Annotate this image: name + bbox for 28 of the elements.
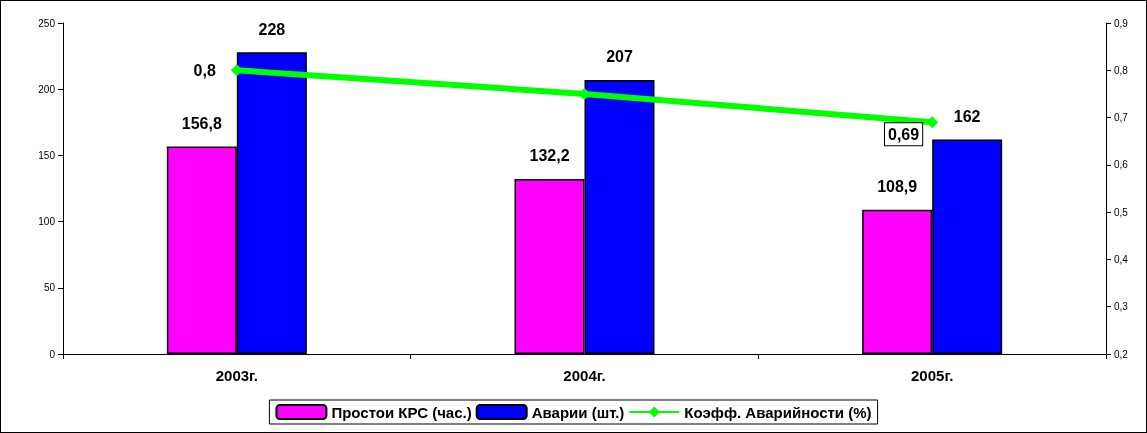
y2-tick-label: 0,9 xyxy=(1114,17,1129,29)
data-label: 207 xyxy=(606,48,633,66)
y-tick-label: 0 xyxy=(49,348,56,360)
y2-tick-label: 0,3 xyxy=(1114,301,1129,313)
data-label: 0,8 xyxy=(193,61,216,79)
y2-tick-label: 0,6 xyxy=(1114,159,1129,171)
data-label: 132,2 xyxy=(529,147,570,165)
data-label: 108,9 xyxy=(877,178,918,196)
data-label: 0,69 xyxy=(888,125,920,143)
legend-label: Простои КРС (час.) xyxy=(331,403,472,421)
y2-tick-label: 0,4 xyxy=(1114,253,1129,265)
y2-tick-label: 0,8 xyxy=(1114,64,1129,76)
legend-label: Аварии (шт.) xyxy=(531,403,625,421)
y2-tick-label: 0,7 xyxy=(1114,112,1129,124)
data-label: 156,8 xyxy=(181,114,222,132)
y-tick-label: 100 xyxy=(38,216,56,228)
y2-tick-label: 0,5 xyxy=(1114,206,1129,218)
y-tick-label: 150 xyxy=(38,149,56,161)
y-tick-label: 250 xyxy=(38,17,56,29)
x-tick-label: 2005г. xyxy=(911,367,954,384)
y-tick-label: 200 xyxy=(38,83,56,95)
y2-tick-label: 0,2 xyxy=(1114,348,1129,360)
x-tick-label: 2003г. xyxy=(215,367,258,384)
data-label: 162 xyxy=(953,108,981,126)
x-tick-label: 2004г. xyxy=(563,367,606,384)
y-tick-label: 50 xyxy=(43,282,56,294)
data-label: 228 xyxy=(258,20,286,38)
legend-label: Коэфф. Аварийности (%) xyxy=(684,403,872,421)
